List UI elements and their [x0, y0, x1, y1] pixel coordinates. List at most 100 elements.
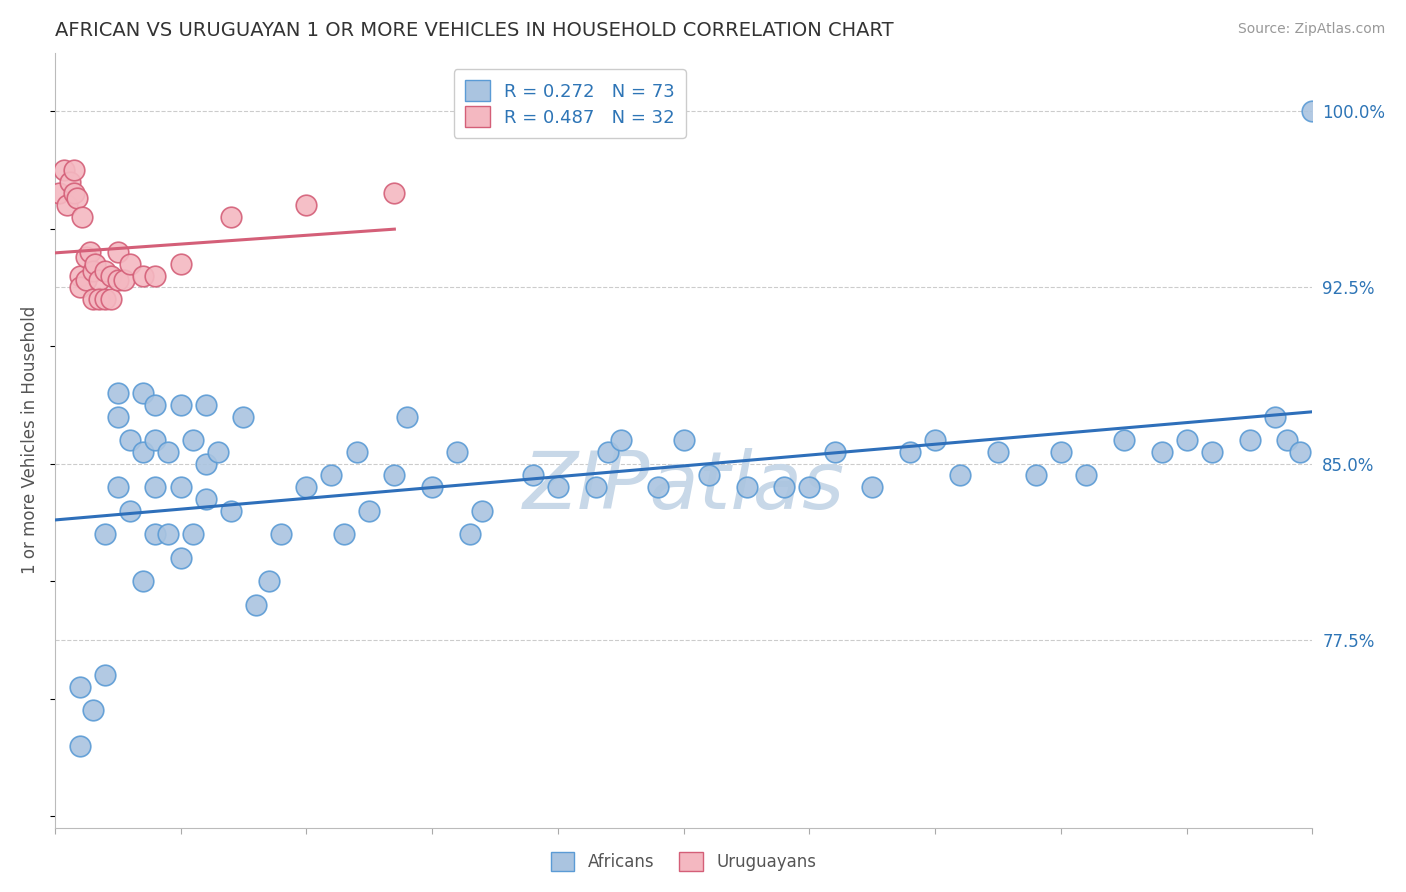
Point: [87, 273, 110, 287]
Point: [79, 245, 101, 260]
Point: [112, 273, 135, 287]
Point: [395, 409, 418, 424]
Point: [62, 186, 84, 201]
Point: [169, 550, 191, 565]
Point: [1201, 445, 1223, 459]
Point: [107, 386, 129, 401]
Point: [1050, 445, 1073, 459]
Point: [647, 480, 669, 494]
Point: [207, 445, 229, 459]
Point: [949, 468, 972, 483]
Point: [1277, 434, 1299, 448]
Point: [585, 480, 607, 494]
Point: [382, 186, 405, 201]
Point: [194, 491, 217, 506]
Point: [1025, 468, 1047, 483]
Point: [100, 292, 122, 306]
Point: [458, 527, 481, 541]
Point: [120, 257, 142, 271]
Point: [232, 409, 254, 424]
Point: [107, 480, 129, 494]
Point: [1175, 434, 1198, 448]
Point: [107, 273, 129, 287]
Point: [132, 386, 155, 401]
Legend: Africans, Uruguayans: Africans, Uruguayans: [544, 846, 823, 878]
Point: [1239, 434, 1261, 448]
Text: ZIPatlas: ZIPatlas: [523, 448, 845, 525]
Point: [471, 504, 494, 518]
Point: [169, 480, 191, 494]
Point: [219, 210, 242, 224]
Point: [219, 504, 242, 518]
Point: [82, 264, 104, 278]
Point: [194, 457, 217, 471]
Point: [52, 163, 75, 178]
Point: [120, 504, 142, 518]
Point: [181, 527, 204, 541]
Point: [145, 398, 167, 412]
Point: [132, 445, 155, 459]
Point: [145, 480, 167, 494]
Point: [270, 527, 292, 541]
Point: [72, 210, 94, 224]
Point: [697, 468, 720, 483]
Point: [169, 257, 191, 271]
Point: [94, 668, 117, 682]
Point: [295, 480, 318, 494]
Point: [1264, 409, 1286, 424]
Text: AFRICAN VS URUGUAYAN 1 OR MORE VEHICLES IN HOUSEHOLD CORRELATION CHART: AFRICAN VS URUGUAYAN 1 OR MORE VEHICLES …: [55, 21, 893, 40]
Point: [735, 480, 758, 494]
Point: [522, 468, 544, 483]
Point: [799, 480, 821, 494]
Point: [145, 527, 167, 541]
Point: [420, 480, 443, 494]
Point: [75, 273, 97, 287]
Point: [56, 198, 79, 212]
Point: [132, 574, 155, 589]
Point: [1289, 445, 1312, 459]
Point: [987, 445, 1010, 459]
Point: [84, 257, 107, 271]
Point: [333, 527, 356, 541]
Point: [1112, 434, 1135, 448]
Point: [75, 250, 97, 264]
Point: [100, 268, 122, 283]
Point: [773, 480, 796, 494]
Point: [1150, 445, 1173, 459]
Point: [860, 480, 883, 494]
Point: [672, 434, 695, 448]
Point: [245, 598, 267, 612]
Point: [382, 468, 405, 483]
Point: [547, 480, 569, 494]
Point: [94, 527, 117, 541]
Point: [69, 280, 91, 294]
Point: [446, 445, 468, 459]
Point: [59, 175, 82, 189]
Point: [82, 704, 104, 718]
Point: [48, 186, 70, 201]
Point: [824, 445, 846, 459]
Text: Source: ZipAtlas.com: Source: ZipAtlas.com: [1237, 22, 1385, 37]
Point: [257, 574, 280, 589]
Y-axis label: 1 or more Vehicles in Household: 1 or more Vehicles in Household: [21, 306, 39, 574]
Point: [295, 198, 318, 212]
Point: [69, 739, 91, 753]
Point: [87, 292, 110, 306]
Point: [107, 245, 129, 260]
Point: [898, 445, 921, 459]
Point: [94, 292, 117, 306]
Point: [156, 445, 179, 459]
Point: [132, 268, 155, 283]
Point: [181, 434, 204, 448]
Point: [107, 409, 129, 424]
Point: [120, 434, 142, 448]
Point: [66, 191, 89, 205]
Point: [82, 292, 104, 306]
Point: [156, 527, 179, 541]
Point: [346, 445, 368, 459]
Point: [69, 268, 91, 283]
Point: [145, 434, 167, 448]
Point: [321, 468, 343, 483]
Point: [359, 504, 381, 518]
Point: [609, 434, 631, 448]
